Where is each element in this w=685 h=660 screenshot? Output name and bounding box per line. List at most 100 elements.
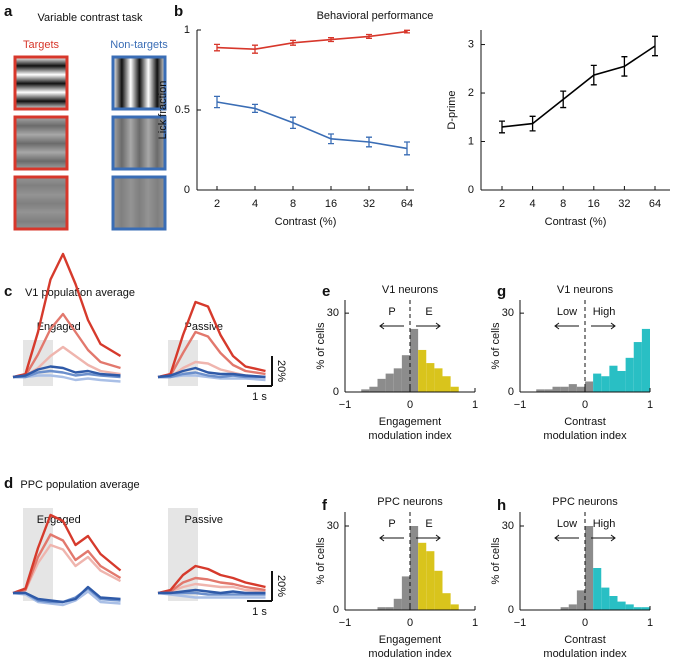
hist-bar [434,368,443,392]
hist-bar [609,365,618,392]
target-grating-contrast [13,175,69,231]
x-axis-label: Contrast (%) [545,216,607,228]
hist-bar [369,386,378,392]
y-tick-label: 30 [502,307,514,319]
hist-bar [593,373,602,392]
arrow [379,322,404,330]
hist-bar [377,607,386,610]
x-axis-label: Contrast [564,416,606,428]
hist-title: V1 neurons [557,284,614,296]
trace [157,564,266,595]
y-axis-label: % of cells [490,322,502,370]
hist-bar [418,349,427,392]
x-tick-label: 1 [472,617,478,629]
hist-bar [410,526,419,610]
error-bar [252,44,258,54]
nontarget-grating-contrast [111,175,167,231]
hist-bar [560,607,569,610]
y-tick-label: 0 [468,184,474,196]
annotation: P [388,306,395,318]
hist-bar [544,389,553,392]
error-bar [404,29,410,34]
series-line [501,45,656,128]
annotation: High [593,518,616,530]
hist-bar [585,526,594,610]
hist-bar [426,363,435,392]
hist-bar [385,607,394,610]
nontarget-grating [111,55,167,111]
annotation: E [425,306,432,318]
hist-bar [641,328,650,392]
y-tick-label: 3 [468,38,474,50]
heading: Behavioral performance [317,10,434,22]
x-tick-label: 32 [618,198,630,210]
trace [13,369,121,379]
x-axis-label: modulation index [368,430,452,442]
hist-bar [536,389,545,392]
heading: V1 population average [25,287,135,299]
hist-bar [576,590,585,610]
hist-bar [401,576,410,610]
hist-bar [617,601,626,610]
arrow [591,534,616,542]
hist-bar [393,368,402,392]
error-bar [529,115,536,132]
x-axis-label: Contrast [564,634,606,646]
error-bar [621,56,628,77]
x-tick-label: −1 [514,399,527,411]
trace [157,582,266,595]
hist-title: V1 neurons [382,284,439,296]
hist-title: PPC neurons [377,496,443,508]
panel-label: f [322,497,328,514]
x-tick-label: 0 [582,399,588,411]
x-axis-label: modulation index [368,648,452,660]
x-tick-label: 2 [499,198,505,210]
arrow [591,322,616,330]
x-tick-label: 4 [252,198,258,210]
heading: PPC population average [20,479,139,491]
x-tick-label: 32 [363,198,375,210]
task-title: Variable contrast task [38,12,143,24]
trace [157,300,266,379]
scale-bar-label: 20% [275,360,287,382]
hist-bar [426,551,435,610]
x-tick-label: 64 [401,198,413,210]
error-bar [252,103,258,114]
error-bar [560,90,567,109]
annotation: Low [557,518,577,530]
y-tick-label: 1 [184,24,190,36]
trace [157,591,266,599]
error-bar [290,116,296,130]
error-bar [214,95,220,109]
x-tick-label: 8 [290,198,296,210]
scale-bar-label: 1 s [252,391,267,403]
y-axis-label: % of cells [315,322,327,370]
hist-bar [418,542,427,610]
trace [12,312,121,379]
error-bar [499,120,505,134]
annotation: P [388,518,395,530]
trace [158,371,266,379]
hist-bar [434,570,443,610]
hist-bar [442,376,451,392]
trace-title: Passive [184,321,223,333]
trace [13,585,121,604]
trace [12,590,121,607]
error-bar [366,136,372,148]
series-line [216,30,408,51]
x-tick-label: 1 [472,399,478,411]
x-tick-label: 4 [530,198,536,210]
trace-title: Passive [184,514,223,526]
panel-label: g [497,283,506,300]
hist-bar [585,381,594,392]
target-grating-contrast [13,115,69,171]
error-bar [290,39,296,46]
y-tick-label: 1 [468,135,474,147]
hist-bar [401,355,410,392]
hist-bar [410,328,419,392]
y-tick-label: 0 [184,184,190,196]
error-bar [328,37,334,43]
y-tick-label: 30 [327,307,339,319]
x-tick-label: 16 [588,198,600,210]
